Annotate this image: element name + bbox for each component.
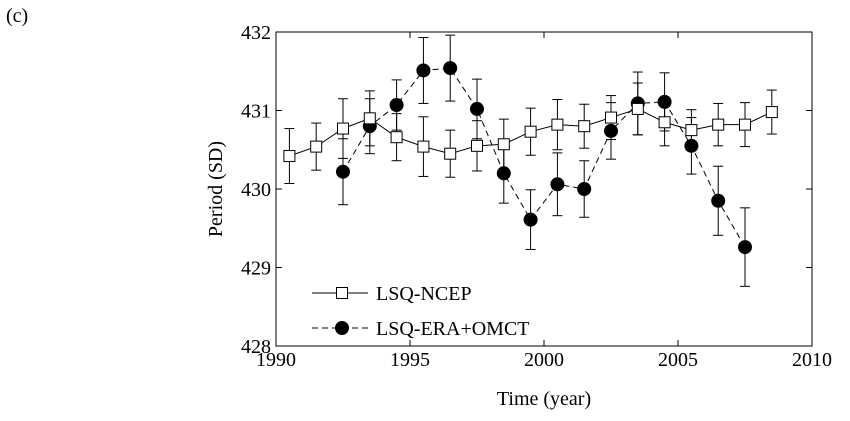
data-point	[550, 177, 565, 192]
data-point	[283, 150, 296, 163]
data-point	[336, 164, 350, 179]
data-point	[551, 118, 564, 131]
legend-marker	[336, 287, 348, 299]
data-point	[712, 118, 725, 131]
data-point	[631, 102, 644, 115]
data-point	[523, 212, 538, 227]
data-point	[470, 101, 484, 116]
data-point	[443, 61, 458, 76]
legend-label: LSQ-NCEP	[376, 283, 472, 305]
data-point	[310, 140, 323, 153]
x-tick-label: 2005	[658, 349, 698, 371]
data-point	[685, 124, 698, 137]
legend-item: LSQ-ERA+OMCT	[312, 318, 530, 340]
data-point	[389, 98, 404, 113]
data-point	[444, 147, 457, 160]
x-axis-title: Time (year)	[497, 388, 591, 410]
y-tick-label: 430	[241, 179, 271, 201]
y-tick-label: 431	[241, 101, 271, 123]
legend-label: LSQ-ERA+OMCT	[376, 318, 530, 340]
axes-frame	[275, 31, 813, 347]
y-tick-label: 428	[241, 336, 271, 358]
data-point	[471, 139, 483, 152]
data-point	[524, 125, 537, 138]
data-point	[738, 240, 752, 255]
data-point	[497, 138, 510, 151]
legend-marker	[335, 321, 349, 335]
legend: LSQ-NCEP LSQ-ERA+OMCT	[312, 283, 530, 340]
data-point	[363, 112, 376, 125]
data-point	[390, 131, 403, 144]
x-tick-label: 2010	[792, 349, 832, 371]
y-axis-title: Period (SD)	[205, 141, 227, 237]
data-point	[578, 120, 591, 133]
y-tick-label: 429	[241, 258, 271, 280]
data-point	[711, 193, 726, 208]
data-point	[416, 63, 431, 78]
x-tick-label: 1995	[390, 349, 430, 371]
y-tick-label: 432	[241, 22, 271, 44]
data-point	[739, 118, 751, 131]
series-line	[342, 67, 746, 248]
data-point	[765, 106, 778, 119]
axis-ticks: 1990 1995 2000 2005 2010 428 429 430 431 432	[241, 22, 832, 371]
data-point	[605, 111, 617, 124]
panel-label: (c)	[6, 5, 28, 27]
series-lsq-ncep	[283, 82, 778, 185]
data-point	[658, 116, 671, 129]
x-tick-label: 1990	[256, 349, 296, 371]
x-tick-label: 2000	[524, 349, 564, 371]
data-point	[337, 122, 349, 135]
plot-area	[283, 34, 778, 287]
data-point	[577, 182, 592, 196]
data-point	[417, 140, 430, 153]
legend-item: LSQ-NCEP	[312, 283, 472, 305]
